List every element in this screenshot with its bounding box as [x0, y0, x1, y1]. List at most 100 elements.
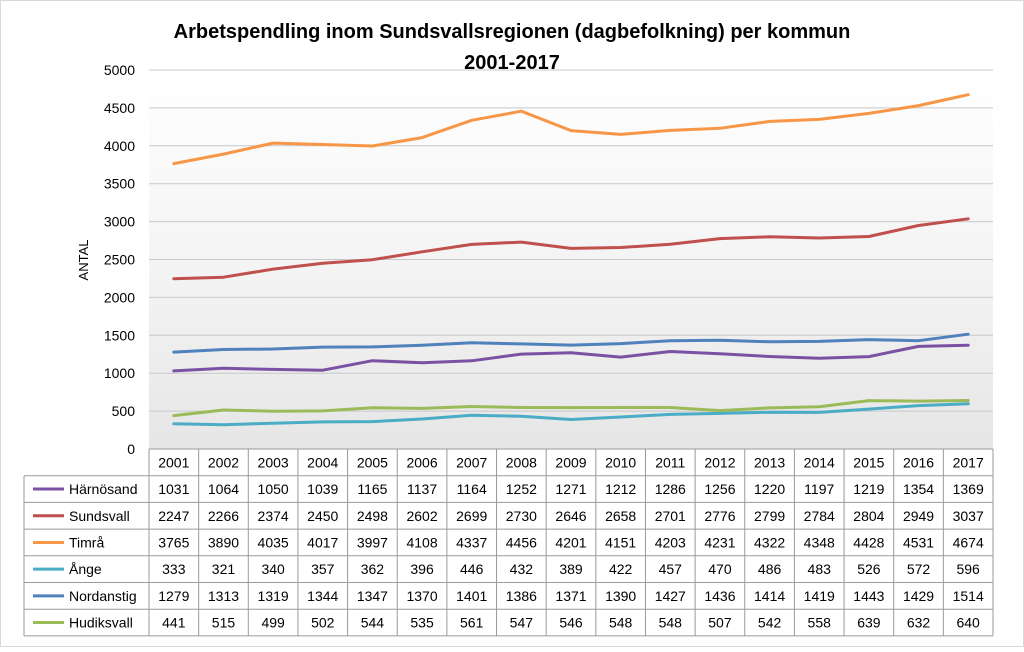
x-tick-label: 2002	[208, 454, 239, 470]
data-cell: 1039	[307, 481, 338, 497]
data-cell: 4203	[655, 534, 686, 550]
data-cell: 4231	[704, 534, 735, 550]
x-tick-label: 2003	[258, 454, 289, 470]
data-cell: 2804	[853, 508, 884, 524]
data-cell: 2450	[307, 508, 338, 524]
y-tick-label: 4000	[104, 138, 135, 154]
data-cell: 1064	[208, 481, 239, 497]
data-cell: 1319	[258, 588, 289, 604]
x-tick-label: 2012	[704, 454, 735, 470]
data-cell: 2247	[158, 508, 189, 524]
series-line-1	[172, 343, 970, 373]
x-tick-label: 2008	[506, 454, 537, 470]
data-cell: 2701	[655, 508, 686, 524]
data-cell: 4531	[903, 534, 934, 550]
data-cell: 1414	[754, 588, 785, 604]
data-cell: 1197	[804, 481, 834, 497]
data-cell: 4348	[804, 534, 835, 550]
data-cell: 486	[758, 561, 782, 577]
legend-label: Ånge	[69, 561, 102, 577]
x-tick-label: 2016	[903, 454, 934, 470]
data-cell: 544	[361, 615, 385, 631]
data-cell: 640	[956, 615, 980, 631]
y-axis-label: ANTAL	[76, 240, 91, 281]
data-cell: 3765	[158, 534, 189, 550]
data-cell: 548	[609, 615, 633, 631]
data-cell: 321	[212, 561, 236, 577]
data-cell: 507	[708, 615, 732, 631]
data-cell: 432	[510, 561, 534, 577]
x-tick-label: 2001	[158, 454, 189, 470]
series-line-6	[172, 399, 970, 418]
data-cell: 470	[708, 561, 732, 577]
y-tick-label: 1000	[104, 365, 135, 381]
series-line-2	[172, 217, 970, 281]
data-cell: 542	[758, 615, 782, 631]
data-cell: 632	[907, 615, 931, 631]
chart-title: Arbetspendling inom Sundsvallsregionen (…	[174, 21, 851, 43]
data-cell: 499	[261, 615, 285, 631]
data-cell: 3890	[208, 534, 239, 550]
data-cell: 558	[808, 615, 832, 631]
data-cell: 2266	[208, 508, 239, 524]
data-cell: 4017	[307, 534, 338, 550]
data-cell: 1390	[605, 588, 636, 604]
data-cell: 3997	[357, 534, 388, 550]
data-cell: 2602	[406, 508, 437, 524]
data-cell: 1369	[953, 481, 984, 497]
data-cell: 1443	[853, 588, 884, 604]
data-cell: 4322	[754, 534, 785, 550]
data-cell: 483	[808, 561, 832, 577]
legend-label: Timrå	[69, 534, 104, 550]
data-cell: 1220	[754, 481, 785, 497]
x-tick-label: 2015	[853, 454, 884, 470]
data-cell: 4151	[605, 534, 636, 550]
data-cell: 639	[857, 615, 881, 631]
x-tick-label: 2005	[357, 454, 388, 470]
data-cell: 546	[559, 615, 583, 631]
data-cell: 526	[857, 561, 881, 577]
data-cell: 446	[460, 561, 484, 577]
y-tick-label: 3000	[104, 214, 135, 230]
data-cell: 1347	[357, 588, 388, 604]
series-line-4	[172, 402, 970, 427]
data-table: 2001 2002 2003 2004 2005 2006 2007 2008 2009 2010…	[23, 448, 994, 637]
data-cell: 389	[559, 561, 583, 577]
data-cell: 535	[410, 615, 434, 631]
data-cell: 1313	[208, 588, 239, 604]
data-cell: 1252	[506, 481, 537, 497]
x-tick-label: 2014	[804, 454, 835, 470]
data-cell: 2776	[704, 508, 735, 524]
data-cell: 1256	[704, 481, 735, 497]
data-cell: 333	[162, 561, 186, 577]
data-cell: 1427	[655, 588, 686, 604]
data-cell: 1429	[903, 588, 934, 604]
data-cell: 2658	[605, 508, 636, 524]
data-cell: 4337	[456, 534, 487, 550]
data-cell: 4674	[953, 534, 984, 550]
data-cell: 1286	[655, 481, 686, 497]
series-line-3	[172, 93, 970, 166]
data-cell: 2730	[506, 508, 537, 524]
data-cell: 2498	[357, 508, 388, 524]
data-cell: 340	[261, 561, 285, 577]
data-cell: 572	[907, 561, 931, 577]
data-cell: 515	[212, 615, 236, 631]
data-cell: 596	[956, 561, 980, 577]
data-cell: 4456	[506, 534, 537, 550]
y-tick-label: 0	[127, 441, 135, 457]
data-cell: 4108	[406, 534, 437, 550]
data-cell: 1050	[258, 481, 289, 497]
data-cell: 548	[659, 615, 683, 631]
data-cell: 1137	[407, 481, 437, 497]
data-cell: 502	[311, 615, 335, 631]
data-cell: 357	[311, 561, 335, 577]
data-cell: 4201	[555, 534, 586, 550]
x-tick-label: 2007	[456, 454, 487, 470]
data-cell: 1514	[953, 588, 984, 604]
data-cell: 4428	[853, 534, 884, 550]
legend-label: Härnösand	[69, 481, 138, 497]
data-cell: 561	[460, 615, 484, 631]
x-tick-label: 2004	[307, 454, 338, 470]
